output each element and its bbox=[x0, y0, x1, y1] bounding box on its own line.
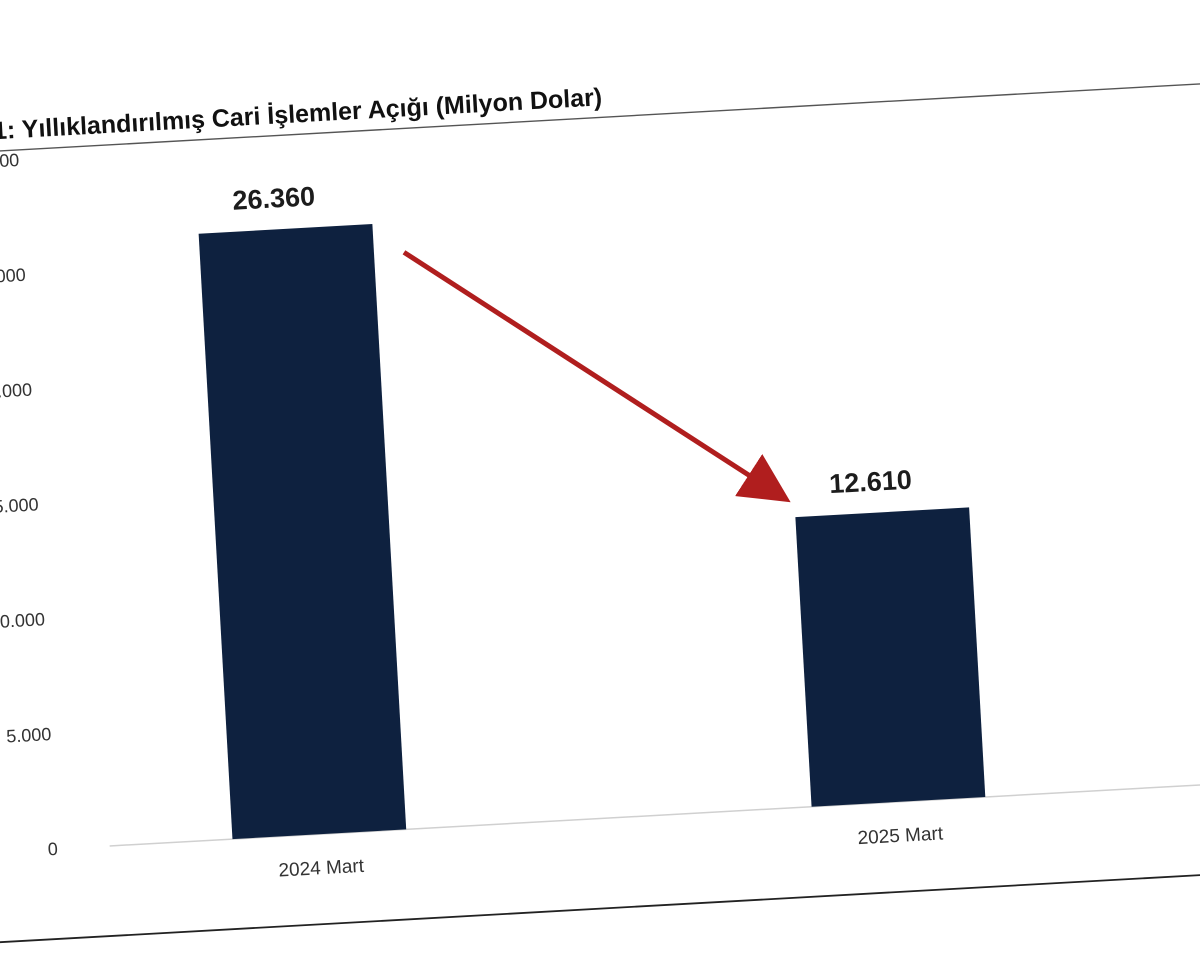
category-labels: 2024 Mart 2025 Mart bbox=[278, 823, 944, 881]
bar bbox=[795, 507, 986, 807]
y-axis-ticks: 0 5.000 10.000 15.000 20.000 25.000 30.000 bbox=[0, 150, 58, 860]
bars bbox=[198, 224, 986, 840]
y-tick-label: 0 bbox=[47, 839, 58, 860]
chart-bottom-border bbox=[0, 869, 1200, 946]
data-label: 12.610 bbox=[828, 465, 912, 500]
y-tick-label: 15.000 bbox=[0, 494, 39, 517]
y-tick-label: 20.000 bbox=[0, 380, 33, 403]
y-tick-label: 25.000 bbox=[0, 265, 26, 288]
data-labels: 26.360 12.610 bbox=[232, 181, 913, 500]
y-tick-label: 30.000 bbox=[0, 150, 20, 173]
bar bbox=[198, 224, 407, 840]
y-tick-label: 5.000 bbox=[6, 724, 52, 746]
y-tick-label: 10.000 bbox=[0, 609, 45, 632]
category-label: 2025 Mart bbox=[857, 823, 944, 849]
category-label: 2024 Mart bbox=[278, 856, 365, 882]
chart-top-border bbox=[0, 81, 1200, 157]
decrease-arrow bbox=[402, 250, 791, 503]
data-label: 26.360 bbox=[232, 181, 316, 216]
chart-panel bbox=[0, 81, 1200, 945]
